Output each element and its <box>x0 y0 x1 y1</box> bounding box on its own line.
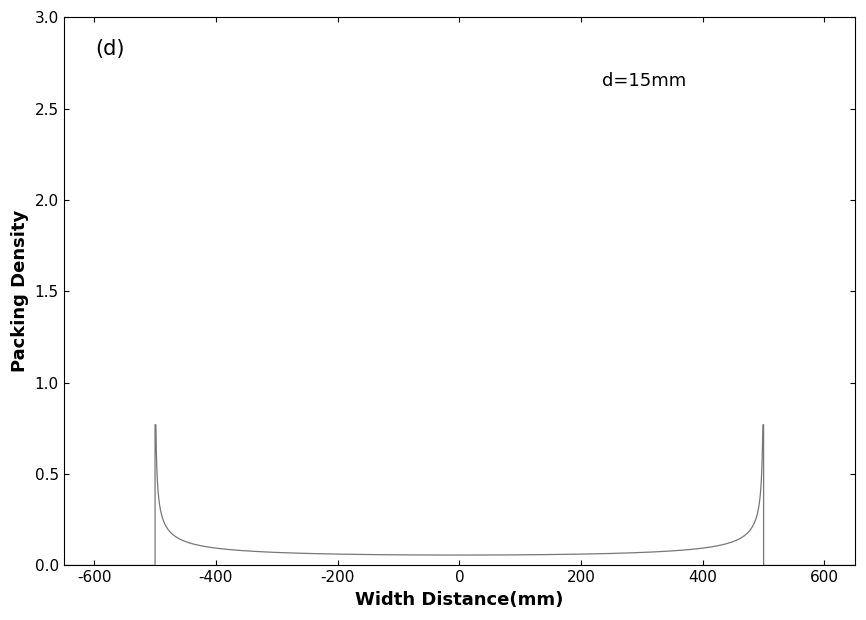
Y-axis label: Packing Density: Packing Density <box>11 210 29 373</box>
Text: d=15mm: d=15mm <box>602 72 686 90</box>
X-axis label: Width Distance(mm): Width Distance(mm) <box>355 591 564 609</box>
Text: (d): (d) <box>95 39 125 59</box>
